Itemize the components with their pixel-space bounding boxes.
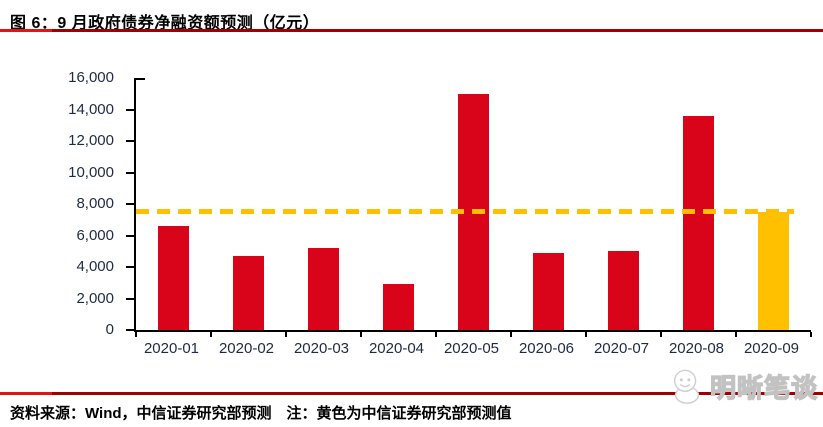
x-axis-label: 2020-03: [293, 340, 350, 357]
bar-2020-01: [158, 226, 189, 330]
x-axis-tick: [210, 332, 212, 337]
x-axis-tick: [660, 332, 662, 337]
y-axis: 16,000 14,000 12,000 10,000 8,000 6,000 4,000 2…: [0, 69, 134, 338]
plot-area: [134, 78, 812, 337]
x-axis-tick: [435, 332, 437, 337]
bar-2020-04: [383, 284, 414, 330]
bar-chart: 16,000 14,000 12,000 10,000 8,000 6,000 4,000 2…: [0, 69, 812, 357]
bar-2020-02: [233, 255, 264, 330]
x-axis-label: 2020-06: [518, 340, 575, 357]
figure-title: 图 6：9 月政府债券净融资额预测（亿元）: [10, 15, 320, 32]
x-axis-tick: [285, 332, 287, 337]
bar-2020-03: [308, 248, 339, 330]
y-axis-tick: [126, 108, 134, 111]
y-axis-label: 16,000: [68, 69, 114, 86]
x-axis-tick: [585, 332, 587, 337]
bar-2020-09: [758, 211, 789, 330]
bottom-divider-highlight: [0, 392, 52, 395]
bar-2020-07: [608, 251, 639, 330]
y-axis-tick: [126, 297, 134, 300]
y-axis-label: 4,000: [76, 258, 114, 275]
y-axis-label: 0: [105, 321, 114, 338]
x-axis-label: 2020-09: [743, 340, 800, 357]
y-axis-label: 8,000: [76, 195, 114, 212]
x-axis-tick: [135, 332, 137, 337]
x-axis-label: 2020-01: [143, 340, 200, 357]
y-axis-tick: [126, 140, 134, 142]
y-axis-tick: [126, 329, 134, 331]
x-axis-tick: [735, 332, 737, 337]
x-axis-label: 2020-08: [668, 340, 725, 357]
bar-2020-08: [683, 115, 714, 330]
forecast-reference-line: [136, 209, 794, 215]
x-axis-tick: [360, 332, 362, 337]
source-note: 资料来源：Wind，中信证券研究部预测 注：黄色为中信证券研究部预测值: [10, 405, 512, 422]
watermark-text: 明晰笔谈: [709, 372, 818, 403]
y-axis-tick: [126, 171, 134, 174]
title-divider-line: [0, 29, 823, 32]
x-axis-label: 2020-04: [368, 340, 425, 357]
bar-2020-06: [533, 252, 564, 330]
watermark: 明晰笔谈: [668, 368, 818, 405]
y-axis-tick: [126, 203, 134, 205]
y-axis-label: 6,000: [76, 226, 114, 244]
x-axis-labels: 2020-01 2020-02 2020-03 2020-04 2020-05 2020-…: [134, 340, 809, 357]
bottom-divider-line: [0, 392, 823, 395]
y-axis-label: 10,000: [68, 163, 114, 181]
x-axis-label: 2020-02: [218, 340, 275, 357]
mascot-logo-icon: [673, 369, 700, 404]
y-axis-tick: [126, 266, 134, 268]
x-axis-label: 2020-05: [443, 340, 500, 357]
y-axis-label: 2,000: [76, 289, 114, 307]
title-divider-highlight: [0, 29, 52, 32]
y-axis-top-tick: [134, 78, 145, 80]
x-axis-tick: [810, 332, 812, 337]
y-axis-label: 14,000: [68, 100, 114, 118]
y-axis-tick: [126, 234, 134, 237]
x-axis-label: 2020-07: [593, 340, 650, 357]
y-axis-label: 12,000: [68, 132, 114, 149]
x-axis-tick: [510, 332, 512, 337]
